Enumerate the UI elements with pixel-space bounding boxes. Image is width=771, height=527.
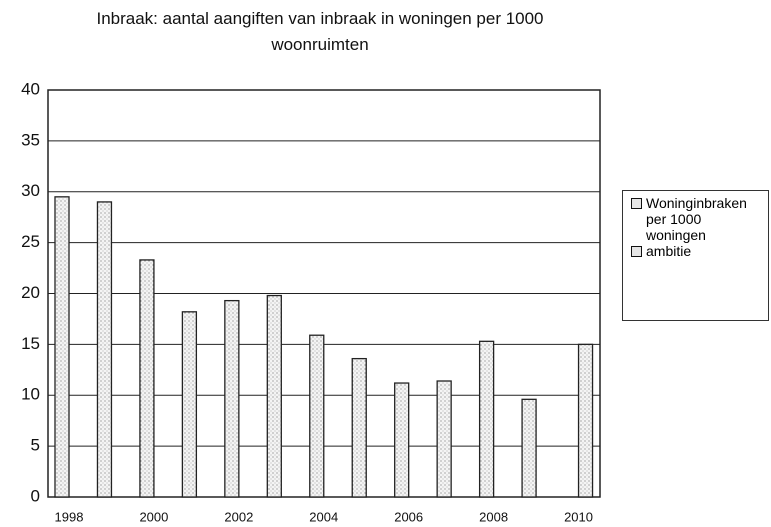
x-tick-label: 1998: [55, 509, 84, 524]
y-tick-label: 10: [21, 385, 40, 404]
title-box: Inbraak: aantal aangiften van inbraak in…: [96, 9, 544, 54]
x-tick-label: 2006: [394, 509, 423, 524]
legend: Woninginbraken per 1000 woningen ambitie: [622, 190, 769, 321]
bar: [96, 201, 113, 498]
bar: [181, 311, 198, 498]
bar: [394, 382, 410, 498]
y-tick-label: 40: [21, 79, 40, 98]
y-tick-label: 25: [21, 232, 40, 251]
x-tick-label: 2002: [224, 509, 253, 524]
x-tick-label: 2008: [479, 509, 508, 524]
x-tick-label: 2004: [309, 509, 338, 524]
y-tick-label: 0: [31, 486, 40, 505]
x-tick-label: 2000: [139, 509, 168, 524]
bar: [309, 334, 325, 498]
bar: [266, 294, 282, 498]
bar: [436, 380, 452, 498]
bar: [478, 340, 495, 498]
legend-item: ambitie: [627, 243, 764, 259]
y-tick-label: 35: [21, 130, 40, 149]
legend-swatch: [631, 198, 642, 209]
legend-swatch: [631, 246, 642, 257]
y-tick-label: 20: [21, 283, 40, 302]
legend-label: ambitie: [646, 243, 692, 259]
y-tick-label: 30: [21, 181, 40, 200]
y-tick-label: 5: [31, 436, 40, 455]
bar: [224, 299, 240, 498]
chart-title: Inbraak: aantal aangiften van inbraak in…: [96, 9, 544, 54]
bar: [521, 398, 537, 498]
bar: [577, 343, 594, 498]
legend-item: Woninginbraken per 1000 woningen: [627, 195, 764, 243]
x-tick-label: 2010: [564, 509, 593, 524]
legend-label: Woninginbraken per 1000 woningen: [646, 195, 747, 243]
y-tick-label: 15: [21, 334, 40, 353]
bar: [351, 357, 367, 498]
bar: [139, 259, 155, 498]
bar: [54, 196, 70, 498]
